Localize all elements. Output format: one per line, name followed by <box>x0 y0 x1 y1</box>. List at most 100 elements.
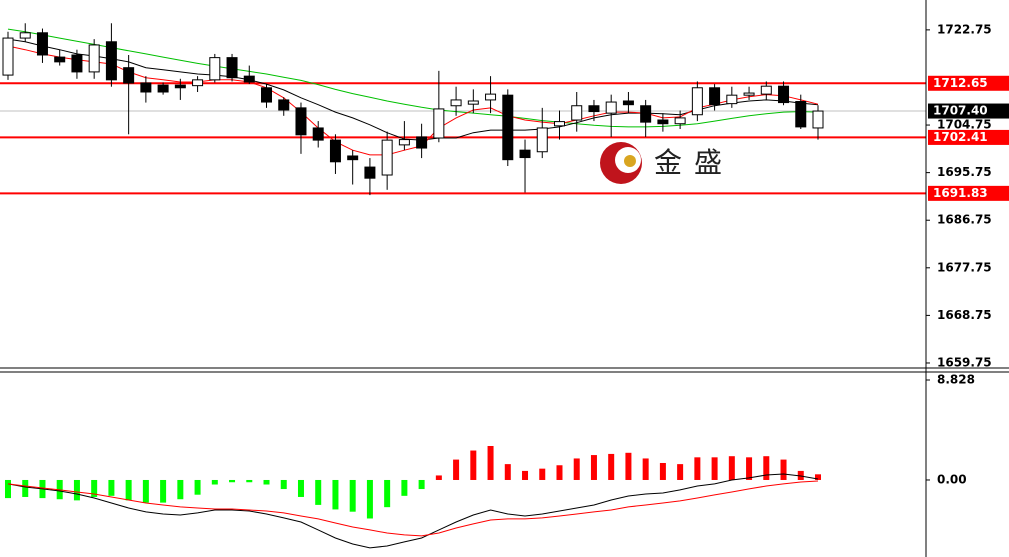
y-tick-label: 1668.75 <box>937 308 992 322</box>
candle-body <box>140 82 152 93</box>
histogram-bar <box>677 464 684 480</box>
y-tick-label: 1722.75 <box>937 22 992 36</box>
y-tick-label: 1677.75 <box>937 260 992 274</box>
candle-body <box>743 92 755 96</box>
candle-body <box>674 117 686 125</box>
histogram-bar <box>280 479 287 490</box>
histogram-bar <box>91 479 98 497</box>
candle-body <box>278 99 290 111</box>
level-label-box <box>928 185 1009 201</box>
candle-body <box>347 155 359 161</box>
candle-body <box>398 139 410 146</box>
candle-body <box>295 107 307 136</box>
histogram-bar <box>797 470 804 480</box>
candle-body <box>709 87 721 106</box>
y-tick-label: 1686.75 <box>937 213 992 227</box>
level-label: 1691.83 <box>933 186 988 200</box>
histogram-bar <box>297 479 304 497</box>
histogram-bar <box>815 474 821 480</box>
histogram-bar <box>263 479 270 485</box>
candle-body <box>553 121 565 127</box>
histogram-bar <box>211 479 218 485</box>
candle-body <box>243 75 255 83</box>
histogram-bar <box>487 446 494 480</box>
candle-body <box>536 127 548 153</box>
candle-body <box>123 67 135 84</box>
y-tick-label: 1695.75 <box>937 165 992 179</box>
y-tick-label: 0.00 <box>937 472 967 486</box>
histogram-bar <box>608 453 615 480</box>
y-tick-label: 1704.75 <box>937 118 992 132</box>
histogram-bar <box>435 475 442 480</box>
histogram-bar <box>642 458 649 480</box>
candle-body <box>54 56 66 63</box>
histogram-bar <box>401 479 408 496</box>
histogram-bar <box>711 457 718 480</box>
histogram-bar <box>728 456 735 480</box>
histogram-bar <box>763 456 770 480</box>
candle-body <box>71 54 83 73</box>
histogram-bar <box>556 465 563 480</box>
last-price-box <box>928 103 1009 119</box>
candle-body <box>691 87 703 116</box>
histogram-bar <box>694 457 701 480</box>
candle-body <box>657 119 669 125</box>
candle-body <box>157 84 169 93</box>
histogram-bar <box>573 458 580 480</box>
level-label: 1702.41 <box>933 130 988 144</box>
candle-body <box>622 100 634 106</box>
histogram-bar <box>590 455 597 480</box>
candle-body <box>226 57 238 79</box>
candle-body <box>88 44 100 73</box>
candle-body <box>467 100 479 105</box>
histogram-bar <box>142 479 149 503</box>
candle-body <box>433 108 445 139</box>
candle-body <box>588 105 600 113</box>
histogram-bar <box>780 459 787 480</box>
candle-body <box>726 94 738 105</box>
candle-body <box>192 79 204 87</box>
histogram-bar <box>470 450 477 480</box>
histogram-bar <box>5 479 11 499</box>
level-label: 1712.65 <box>933 76 988 90</box>
histogram-bar <box>73 479 80 501</box>
candle-body <box>312 127 324 141</box>
histogram-bar <box>349 479 356 512</box>
candle-body <box>2 37 14 76</box>
level-label-box <box>928 129 1009 145</box>
candle-body <box>485 93 497 101</box>
last-price-label: 1707.40 <box>933 104 988 118</box>
histogram-bar <box>22 479 29 497</box>
candle-body <box>105 41 117 81</box>
histogram-bar <box>384 479 391 508</box>
histogram-bar <box>522 470 529 480</box>
candle-body <box>778 85 790 104</box>
histogram-bar <box>504 464 511 480</box>
candle-body <box>760 85 772 95</box>
candle-body <box>364 166 376 179</box>
candle-body <box>381 139 393 176</box>
histogram-bar <box>194 479 201 495</box>
histogram-bar <box>229 479 236 483</box>
histogram-bar <box>539 468 546 480</box>
y-tick-label: 8.828 <box>937 372 975 386</box>
candle-body <box>36 32 48 56</box>
candle-body <box>174 84 186 89</box>
line-series <box>7 38 819 141</box>
histogram-bar <box>418 479 425 490</box>
candle-body <box>450 99 462 107</box>
candle-body <box>19 32 31 39</box>
level-label-box <box>928 75 1009 91</box>
candle-body <box>640 105 652 123</box>
line-series <box>7 28 819 128</box>
candle-body <box>795 101 807 128</box>
candle-body <box>605 101 617 114</box>
candle-body <box>571 105 583 121</box>
histogram-bar <box>625 452 632 480</box>
candle-body <box>329 139 341 163</box>
y-tick-label: 1659.75 <box>937 355 992 369</box>
candle-body <box>261 87 273 103</box>
histogram-bar <box>108 479 115 496</box>
